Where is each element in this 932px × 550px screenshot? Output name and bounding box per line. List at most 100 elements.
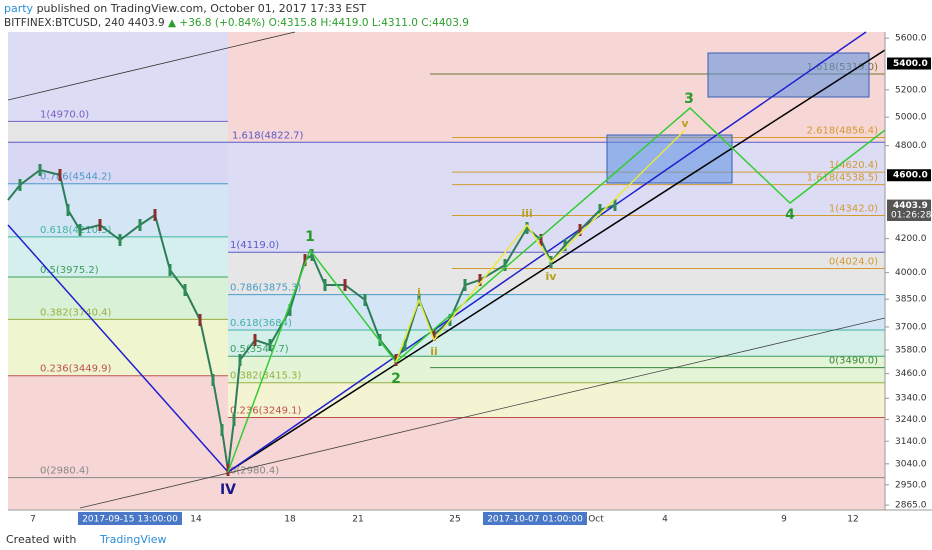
- price-tick: 2950.0: [895, 480, 927, 490]
- candle: [253, 334, 257, 346]
- fib-label: 0(4024.0): [829, 256, 878, 267]
- candle: [211, 374, 215, 386]
- fib-band: [228, 356, 885, 383]
- target-box: [707, 52, 870, 98]
- fib-label: 1.618(4538.5): [807, 173, 879, 184]
- trend-line: [79, 317, 886, 509]
- wave-label: 1: [305, 229, 315, 245]
- fib-label: 0.5(3547.7): [230, 344, 289, 355]
- price-flag-label: 5400.0: [893, 59, 928, 69]
- candle: [323, 279, 327, 291]
- fib-band: [8, 477, 228, 510]
- countdown: 01:26:28: [891, 211, 932, 221]
- published: published on TradingView.com, October 01…: [33, 2, 367, 15]
- wave-label: 3: [684, 91, 694, 107]
- date-tick: 12: [847, 515, 858, 525]
- candle: [303, 254, 307, 266]
- chart: 1(4970.0) 1.618(4822.7) 0.786(4544.2) 0.618…: [7, 31, 932, 525]
- fib-label: 0.382(3415.3): [230, 371, 302, 382]
- date-tick: 9: [781, 515, 787, 525]
- candle: [598, 204, 602, 216]
- candle: [220, 424, 224, 436]
- fib-label: 2.618(4856.4): [807, 125, 879, 136]
- candle: [613, 199, 617, 211]
- candle: [503, 259, 507, 271]
- fib-label: 0.382(3740.4): [40, 307, 112, 318]
- candle: [539, 234, 543, 246]
- fib-label: 1(4119.0): [230, 240, 279, 251]
- fib-band: [8, 183, 228, 237]
- date-tick: 4: [662, 515, 668, 525]
- wave-path: [395, 129, 686, 363]
- price-tick: 3340.0: [895, 394, 927, 404]
- fib-band: [228, 142, 885, 253]
- price-flag: [887, 199, 931, 212]
- price-tick: 3140.0: [895, 437, 927, 447]
- countdown-bg: [887, 209, 931, 221]
- wave-label: 2: [391, 371, 401, 387]
- price-flag: [887, 57, 931, 70]
- price-tick: 3700.0: [895, 322, 927, 332]
- fib-label: 0.786(3875.3): [230, 283, 302, 294]
- fib-label: 0(2980.4): [230, 466, 279, 477]
- candle: [118, 234, 122, 246]
- candle: [58, 169, 62, 181]
- wave-path: [227, 106, 886, 473]
- price-tick: 5200.0: [895, 85, 927, 95]
- wave-label: IV: [220, 482, 236, 498]
- candle: [268, 339, 272, 351]
- date-tick: 2017-09-15 13:00:00: [82, 515, 178, 525]
- candle: [18, 179, 22, 191]
- price-tick: 4000.0: [895, 268, 927, 278]
- candle: [463, 279, 467, 291]
- candle: [432, 329, 436, 341]
- created-with: Created with: [6, 533, 77, 546]
- target-box: [606, 134, 733, 184]
- symbol-line: BITFINEX:BTCUSD, 240 4403.9 ▲ +36.8 (+0.…: [4, 17, 469, 29]
- last: 4403.9: [127, 17, 165, 29]
- brand[interactable]: TradingView: [100, 533, 167, 546]
- date-flag: [78, 512, 182, 525]
- fib-band: [228, 329, 885, 357]
- candle: [343, 279, 347, 291]
- wave-label: 4: [785, 207, 795, 223]
- candle: [525, 222, 529, 234]
- date-tick: 21: [352, 515, 363, 525]
- trend-line: [7, 31, 296, 101]
- candle: [38, 164, 42, 176]
- publish-line: party published on TradingView.com, Octo…: [4, 2, 366, 15]
- price-tick: 3460.0: [895, 369, 927, 379]
- price-tick: 4200.0: [895, 234, 927, 244]
- fib-band: [228, 382, 885, 418]
- price-tick: 5600.0: [895, 34, 927, 44]
- fib-band: [8, 121, 228, 143]
- fib-label: 0(2980.4): [40, 466, 89, 477]
- candle: [563, 239, 567, 251]
- fib-label: 1(4342.0): [829, 203, 878, 214]
- candle: [232, 414, 236, 426]
- candle: [66, 204, 70, 216]
- date-tick: 7: [30, 515, 36, 525]
- fib-band: [228, 252, 885, 295]
- fib-label: 0.236(3449.9): [40, 364, 112, 375]
- fib-label: 0.786(4544.2): [40, 172, 112, 183]
- candle: [288, 304, 292, 316]
- candle: [238, 354, 242, 366]
- date-tick: 18: [284, 515, 296, 525]
- candle: [153, 209, 157, 221]
- fib-band: [8, 142, 228, 184]
- candle: [78, 224, 82, 236]
- candle: [403, 339, 407, 351]
- price-tick: 3240.0: [895, 415, 927, 425]
- ohlc: O:4315.8 H:4419.0 L:4311.0 C:4403.9: [268, 17, 469, 29]
- fib-band: [8, 375, 228, 478]
- candle: [578, 224, 582, 236]
- change: ▲ +36.8 (+0.84%): [168, 17, 266, 29]
- candle: [98, 219, 102, 231]
- author[interactable]: party: [4, 2, 34, 15]
- price-tick: 3040.0: [895, 459, 927, 469]
- fib-band: [228, 294, 885, 330]
- wave-label: iv: [546, 270, 558, 283]
- fib-label: 1.618(4822.7): [232, 130, 304, 141]
- wave-label: v: [681, 117, 689, 130]
